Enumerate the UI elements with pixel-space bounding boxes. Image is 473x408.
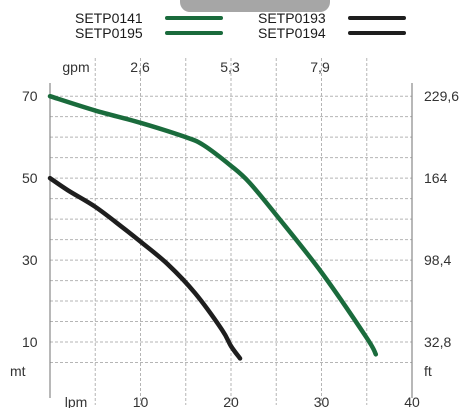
bottom-tick-label: 20 [223,394,239,408]
left-tick-label: 50 [22,170,38,186]
top-tick-label: 5,3 [220,59,240,75]
bottom-tick-label: 40 [404,394,420,408]
grid [50,58,412,405]
header-tab [180,0,330,12]
series-line-1 [47,175,243,361]
top-tick-label: 7,9 [310,59,330,75]
left-tick-label: 30 [22,252,38,268]
left-axis-unit: mt [10,363,26,379]
legend-label: SETP0194 [258,25,326,41]
series-group [47,93,379,361]
legend-label: SETP0141 [75,10,143,26]
right-axis-unit: ft [424,363,432,379]
left-tick-label: 10 [22,334,38,350]
bottom-tick-label: 30 [314,394,330,408]
axes [49,83,413,398]
top-axis-unit: gpm [62,59,89,75]
right-tick-label: 32,8 [424,334,451,350]
series-line-0 [47,93,379,357]
right-tick-label: 98,4 [424,252,451,268]
top-tick-label: 2,6 [130,59,150,75]
left-tick-label: 70 [22,88,38,104]
legend-label: SETP0193 [258,10,326,26]
axis-labels: gpm 2,6 5,3 7,9 lpm 10 20 30 40 10 30 50 70 mt 32,8 98,… [10,59,459,408]
bottom-tick-label: 10 [133,394,149,408]
legend-label: SETP0195 [75,25,143,41]
right-tick-label: 229,6 [424,88,459,104]
bottom-axis-unit: lpm [65,394,88,408]
right-tick-label: 164 [424,170,448,186]
